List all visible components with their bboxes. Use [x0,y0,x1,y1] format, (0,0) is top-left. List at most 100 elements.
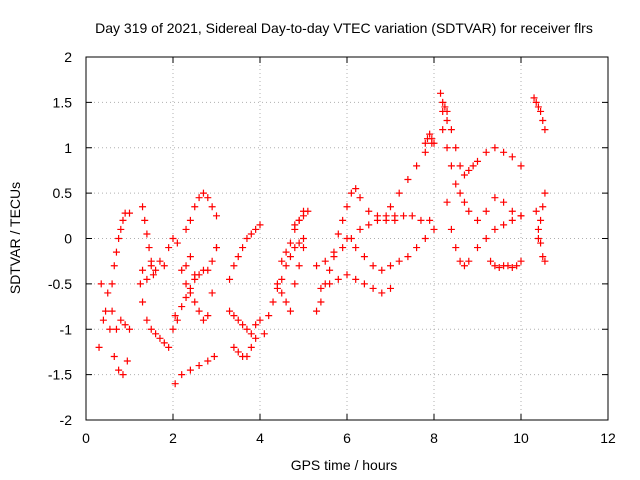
data-point-sat-h [173,316,181,324]
data-point-sat-r [300,212,307,220]
data-point-sat-u [343,271,351,279]
data-point-sat-aa [474,216,481,224]
data-point-sat-d [147,325,155,333]
data-point-sat-c [119,216,127,224]
data-point-sat-r [291,221,299,229]
data-point-sat-d [136,280,144,288]
data-point-sat-m [243,235,251,242]
data-point-sat-aa [460,198,468,206]
data-point-sat-e [165,244,173,252]
data-point-sat-v [352,244,360,252]
data-point-sat-u [334,275,342,283]
data-point-sat-ab [456,257,464,265]
data-point-sat-p [278,289,286,297]
data-point-sat-i [213,212,220,220]
data-point-sat-aa [452,180,460,188]
data-point-sat-d [143,316,151,324]
data-point-sat-l [226,307,234,315]
data-point-sat-s [352,185,360,193]
x-tick-label: 2 [169,430,177,446]
y-axis-label: SDTVAR / TECUs [7,182,23,294]
data-point-sat-p [295,262,303,270]
data-point-sat-o [295,239,303,247]
data-point-sat-g [171,380,179,388]
data-point-sat-j [191,298,199,306]
data-point-sat-j [204,312,212,320]
data-point-sat-a [112,325,120,333]
data-point-sat-a [99,316,107,324]
data-point-sat-w [391,216,399,224]
data-point-sat-s [339,216,347,224]
data-point-sat-af [541,257,549,265]
data-point-sat-c [110,262,118,270]
data-point-sat-u [369,284,377,292]
data-point-sat-x [395,189,403,197]
data-point-sat-u [352,275,360,283]
data-point-sat-p [300,244,307,252]
data-point-sat-j [186,289,194,297]
data-point-sat-e [152,266,160,274]
data-points [95,89,549,388]
data-point-sat-q [286,239,294,247]
data-point-sat-o [265,312,273,320]
data-point-sat-s [334,230,342,238]
data-point-sat-y [421,139,429,147]
data-point-sat-aa [482,207,490,215]
data-point-sat-h [208,257,216,265]
data-point-sat-u [378,289,386,297]
data-point-sat-ab [460,262,468,270]
data-point-sat-u [387,284,394,292]
data-point-sat-a [121,321,129,329]
data-point-sat-e [160,262,168,270]
data-point-sat-z [452,144,460,152]
data-point-sat-p [273,280,281,288]
data-point-sat-l [230,312,238,320]
data-point-sat-d [171,312,179,320]
data-point-sat-n [252,334,260,342]
data-point-sat-k [178,266,186,274]
data-point-sat-j [199,316,207,324]
data-point-sat-b [119,371,127,379]
data-point-sat-z [474,157,481,165]
data-point-sat-ac [508,264,516,272]
data-point-sat-g [204,357,212,365]
data-point-sat-t [313,262,321,270]
data-point-sat-s [326,266,334,274]
data-point-sat-x [421,148,429,156]
data-point-sat-l [243,325,251,333]
x-tick-label: 6 [343,430,351,446]
x-tick-label: 12 [600,430,616,446]
data-point-sat-ag [539,203,547,211]
data-point-sat-m [230,262,238,270]
data-point-sat-i [186,216,194,224]
data-point-sat-z [482,148,490,156]
data-point-sat-b [102,307,110,315]
data-point-sat-aa [456,189,464,197]
data-point-sat-s [343,203,351,211]
data-point-sat-aa [491,194,499,202]
data-point-sat-p [291,280,299,288]
data-point-sat-f [147,257,155,265]
data-point-sat-ad [439,98,447,106]
data-point-sat-ad [437,89,445,97]
data-point-sat-v [421,235,429,242]
data-point-sat-m [239,244,247,252]
data-point-sat-ag [537,216,545,224]
data-point-sat-c [117,225,125,233]
x-tick-label: 0 [82,430,90,446]
data-point-sat-ab [465,257,473,265]
data-point-sat-p [282,298,290,306]
data-point-sat-f [145,244,153,252]
data-point-sat-ab [447,225,455,233]
y-tick-label: -2 [60,412,73,428]
data-point-sat-ad [441,103,449,111]
data-point-sat-j [208,289,216,297]
data-point-sat-ae [530,94,538,102]
y-tick-label: -1 [60,321,73,337]
data-point-sat-d [165,343,173,351]
data-point-sat-ab [500,221,508,229]
data-point-sat-y [428,135,436,143]
data-point-sat-m [234,253,242,261]
data-point-sat-g [210,352,218,360]
